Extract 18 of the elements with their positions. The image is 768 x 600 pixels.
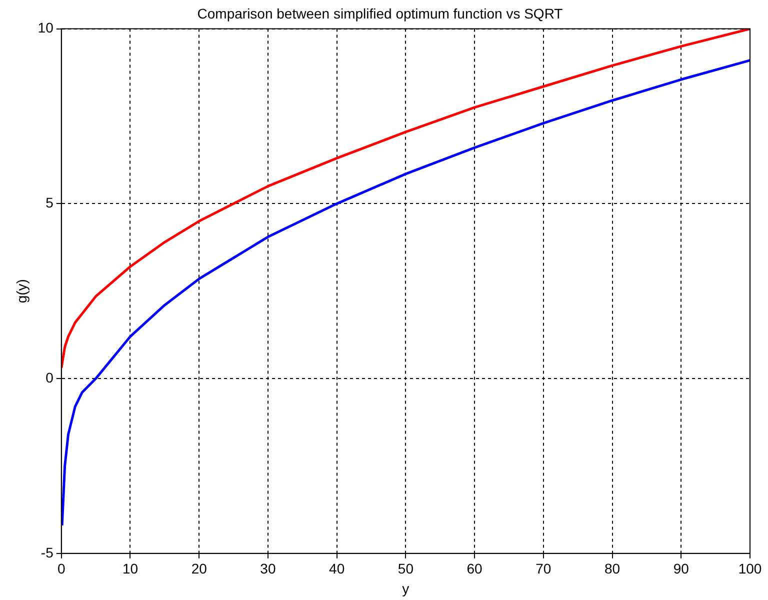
y-tick-label: 10 (38, 20, 54, 36)
x-tick-label: 30 (260, 560, 276, 577)
x-tick-label: 70 (536, 560, 552, 577)
chart-title: Comparison between simplified optimum function vs SQRT (197, 5, 564, 22)
y-tick-label: -5 (40, 544, 54, 560)
x-tick-label: 60 (466, 560, 483, 577)
y-axis-title: g(y) (13, 279, 30, 304)
x-tick-label: 40 (329, 560, 345, 577)
y-tick-label: 0 (46, 369, 54, 386)
x-tick-label: 80 (604, 560, 620, 577)
x-tick-label: 100 (738, 560, 762, 577)
x-axis-title: y (402, 580, 410, 596)
y-tick-label: 5 (46, 194, 54, 211)
x-tick-label: 90 (673, 560, 690, 577)
x-tick-label: 10 (122, 560, 138, 577)
x-tick-label: 50 (398, 560, 414, 577)
x-tick-label: 0 (57, 560, 66, 577)
x-tick-label: 20 (191, 560, 208, 577)
